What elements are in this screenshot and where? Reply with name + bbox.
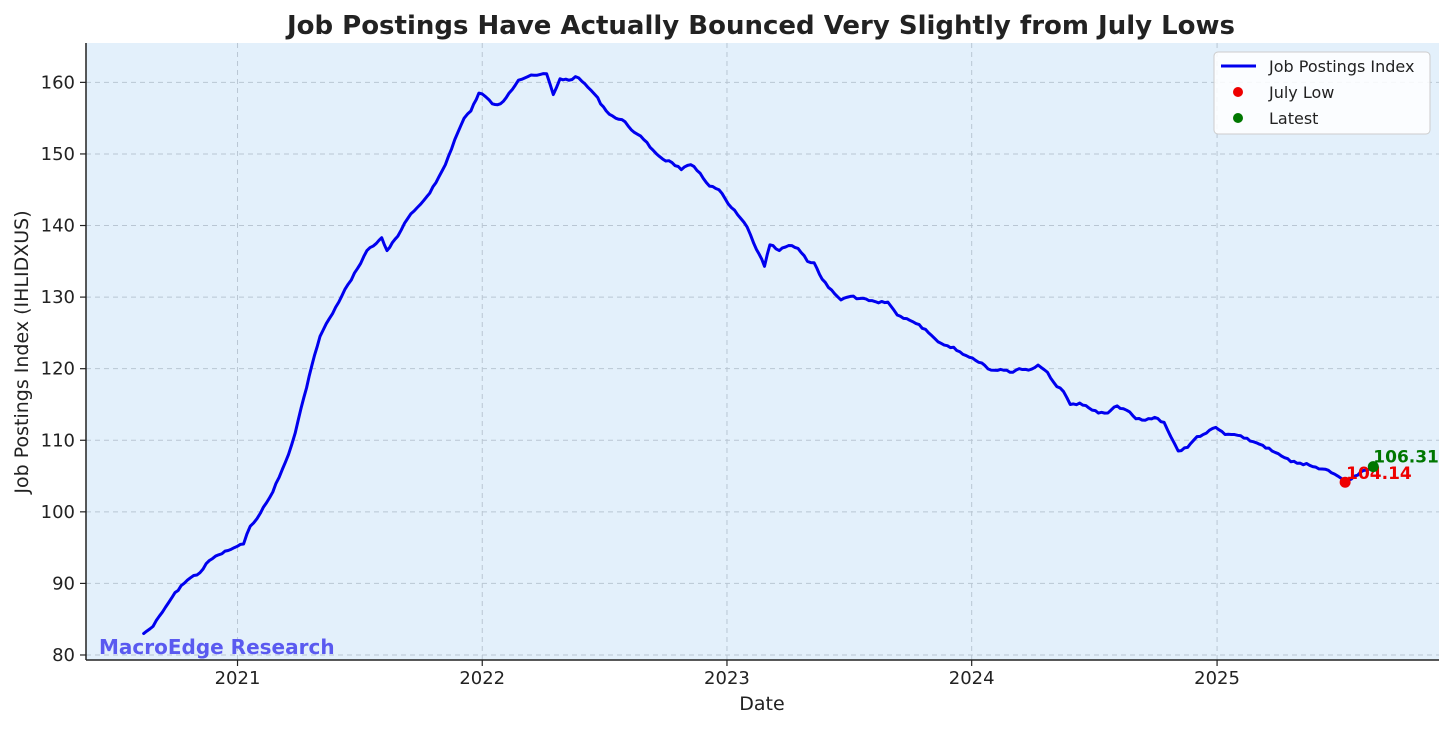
x-tick-label: 2025 [1194, 668, 1240, 689]
watermark-text: MacroEdge Research [99, 635, 335, 659]
y-tick-label: 100 [41, 502, 75, 523]
legend-dot-latest [1233, 113, 1243, 123]
job-postings-line [142, 72, 1375, 636]
july-low-value-label: 104.14 [1346, 464, 1412, 484]
x-tick-label: 2023 [704, 668, 750, 689]
legend: Job Postings Index July Low Latest [1213, 51, 1431, 135]
y-tick-label: 120 [41, 359, 75, 380]
x-axis-label: Date [739, 693, 784, 715]
ticks: 80 90 100 110 120 130 140 150 160 2021 2022 2023 202… [41, 72, 1240, 689]
july-low-point [1339, 476, 1351, 488]
y-tick-label: 110 [41, 430, 75, 451]
x-tick-label: 2022 [459, 668, 505, 689]
y-tick-label: 80 [52, 645, 75, 666]
legend-label-series: Job Postings Index [1268, 57, 1414, 76]
x-tick-label: 2024 [949, 668, 995, 689]
y-axis-label: Job Postings Index (IHLIDXUS) [11, 210, 33, 494]
legend-box [1213, 51, 1431, 135]
x-tick-label: 2021 [215, 668, 261, 689]
axes [85, 43, 1439, 661]
y-tick-label: 160 [41, 72, 75, 93]
legend-label-july-low: July Low [1268, 83, 1334, 102]
legend-dot-july-low [1233, 87, 1243, 97]
latest-point [1367, 461, 1379, 473]
legend-label-latest: Latest [1269, 109, 1318, 128]
plot-area [86, 43, 1439, 660]
y-tick-label: 90 [52, 573, 75, 594]
y-tick-label: 140 [41, 216, 75, 237]
latest-value-label: 106.31 [1373, 448, 1439, 468]
y-tick-label: 150 [41, 144, 75, 165]
grid [86, 43, 1439, 660]
chart-title: Job Postings Have Actually Bounced Very … [285, 11, 1235, 41]
y-tick-label: 130 [41, 287, 75, 308]
